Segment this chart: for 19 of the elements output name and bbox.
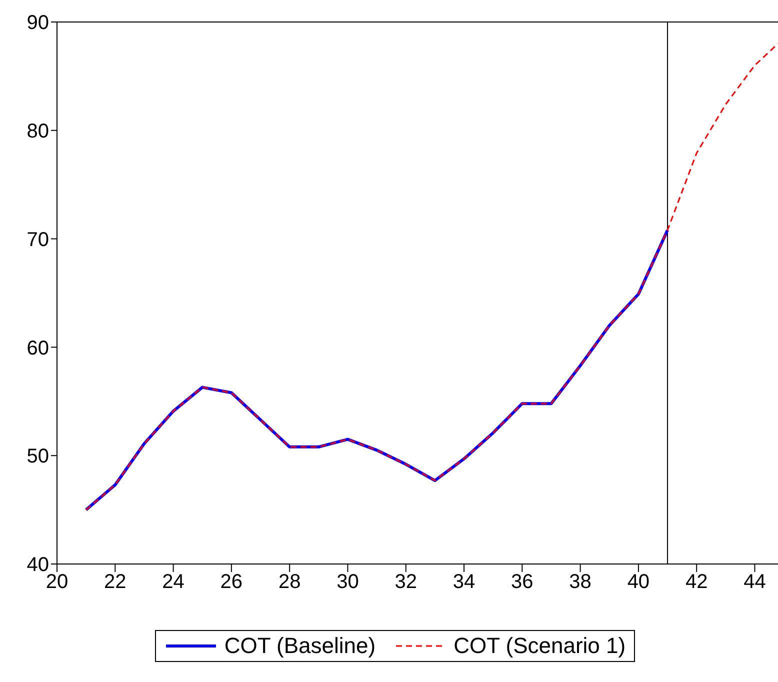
x-tick-label: 28 — [278, 571, 301, 594]
x-tick-label: 40 — [627, 571, 650, 594]
y-tick-label: 60 — [26, 337, 49, 360]
x-tick-label: 30 — [336, 571, 359, 594]
x-tick-label: 34 — [452, 571, 476, 594]
x-tick-label: 26 — [220, 571, 243, 594]
x-tick-label: 42 — [685, 571, 708, 594]
legend-label: COT (Baseline) — [224, 633, 376, 659]
y-tick-label: 80 — [26, 120, 49, 142]
y-tick-label: 90 — [26, 12, 49, 34]
x-tick-label: 32 — [394, 571, 417, 594]
x-tick-label: 24 — [162, 571, 184, 594]
x-tick-label: 22 — [104, 571, 126, 594]
y-tick-label: 70 — [26, 228, 49, 251]
x-tick-label: 44 — [744, 571, 766, 594]
y-tick-label: 50 — [26, 446, 49, 468]
legend-label: COT (Scenario 1) — [454, 633, 626, 659]
x-tick-label: 38 — [569, 571, 592, 594]
x-tick-label: 36 — [511, 571, 534, 594]
